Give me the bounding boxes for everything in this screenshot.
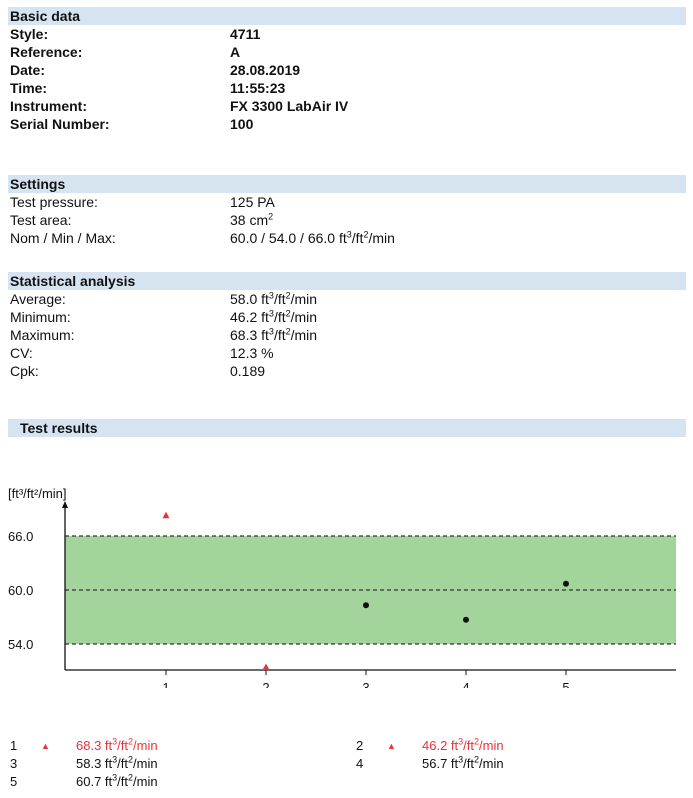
data-point-out-of-range xyxy=(162,511,170,519)
reference-value: A xyxy=(230,44,241,60)
x-tick-label: 5 xyxy=(562,680,569,688)
data-point-out-of-range xyxy=(262,663,270,670)
instrument-value: FX 3300 LabAir IV xyxy=(230,98,349,114)
legend-item: 1 ▲ 68.3 ft3/ft2/min xyxy=(10,737,310,755)
minimum-value: 46.2 ft3/ft2/min xyxy=(230,308,318,325)
cv-label: CV: xyxy=(10,345,33,361)
test-pressure-label: Test pressure: xyxy=(10,194,98,210)
minimum-label: Minimum: xyxy=(10,309,71,325)
cpk-value: 0.189 xyxy=(230,363,266,379)
serial-number-value: 100 xyxy=(230,116,254,132)
legend-number: 2 xyxy=(356,738,364,753)
average-value: 58.0 ft3/ft2/min xyxy=(230,290,318,307)
test-results-header: Test results xyxy=(8,419,686,437)
reference-row: Reference: A xyxy=(10,43,686,61)
legend-number: 5 xyxy=(10,774,18,789)
legend-number: 1 xyxy=(10,738,18,753)
test-area-value: 38 cm2 xyxy=(230,211,274,228)
average-label: Average: xyxy=(10,291,66,307)
date-row: Date: 28.08.2019 xyxy=(10,61,686,79)
legend-value: 60.7 ft3/ft2/min xyxy=(76,772,158,789)
legend-value: 56.7 ft3/ft2/min xyxy=(422,754,504,771)
y-tick-label: 54.0 xyxy=(8,637,33,652)
time-value: 11:55:23 xyxy=(230,80,286,96)
cv-value: 12.3 % xyxy=(230,345,274,361)
data-point xyxy=(563,580,569,587)
average-row: Average: 58.0 ft3/ft2/min xyxy=(10,290,686,308)
style-value: 4711 xyxy=(230,26,261,42)
legend-number: 4 xyxy=(356,756,364,771)
maximum-row: Maximum: 68.3 ft3/ft2/min xyxy=(10,326,686,344)
legend-value: 46.2 ft3/ft2/min xyxy=(422,736,504,753)
cv-row: CV: 12.3 % xyxy=(10,344,686,362)
x-tick-label: 3 xyxy=(362,680,369,688)
test-area-row: Test area: 38 cm2 xyxy=(10,211,686,229)
x-tick-label: 2 xyxy=(262,680,269,688)
date-label: Date: xyxy=(10,62,46,78)
legend-value: 68.3 ft3/ft2/min xyxy=(76,736,158,753)
test-results-chart: [ft³/ft²/min] 66.0 60.0 54.0 1 2 3 4 5 xyxy=(8,486,676,688)
legend-number: 3 xyxy=(10,756,18,771)
y-tick-label: 60.0 xyxy=(8,583,33,598)
date-value: 28.08.2019 xyxy=(230,62,301,78)
time-row: Time: 11:55:23 xyxy=(10,79,686,97)
statistical-analysis-header: Statistical analysis xyxy=(8,272,686,290)
test-pressure-value: 125 PA xyxy=(230,194,275,210)
legend-item: 2 ▲ 46.2 ft3/ft2/min xyxy=(356,737,656,755)
legend-item: 3 58.3 ft3/ft2/min xyxy=(10,755,310,773)
serial-number-row: Serial Number: 100 xyxy=(10,115,686,133)
style-label: Style: xyxy=(10,26,49,42)
nom-min-max-label: Nom / Min / Max: xyxy=(10,230,116,246)
y-axis-arrow xyxy=(62,501,68,508)
cpk-row: Cpk: 0.189 xyxy=(10,362,686,380)
legend-value: 58.3 ft3/ft2/min xyxy=(76,754,158,771)
test-pressure-row: Test pressure: 125 PA xyxy=(10,193,686,211)
nom-min-max-value: 60.0 / 54.0 / 66.0 ft3/ft2/min xyxy=(230,229,395,246)
settings-header: Settings xyxy=(8,175,686,193)
data-point xyxy=(363,602,369,609)
instrument-label: Instrument: xyxy=(10,98,87,114)
time-label: Time: xyxy=(10,80,48,96)
legend-item: 5 60.7 ft3/ft2/min xyxy=(10,773,310,791)
out-of-range-marker-icon: ▲ xyxy=(387,741,396,751)
y-tick-label: 66.0 xyxy=(8,529,33,544)
data-point xyxy=(463,616,469,623)
cpk-label: Cpk: xyxy=(10,363,39,379)
serial-number-label: Serial Number: xyxy=(10,116,110,132)
maximum-label: Maximum: xyxy=(10,327,75,343)
nom-min-max-row: Nom / Min / Max: 60.0 / 54.0 / 66.0 ft3/f… xyxy=(10,229,686,247)
out-of-range-marker-icon: ▲ xyxy=(41,741,50,751)
maximum-value: 68.3 ft3/ft2/min xyxy=(230,326,318,343)
reference-label: Reference: xyxy=(10,44,83,60)
minimum-row: Minimum: 46.2 ft3/ft2/min xyxy=(10,308,686,326)
y-axis-label: [ft³/ft²/min] xyxy=(8,486,67,501)
legend-item: 4 56.7 ft3/ft2/min xyxy=(356,755,656,773)
basic-data-header: Basic data xyxy=(8,7,686,25)
x-tick-label: 4 xyxy=(462,680,469,688)
test-area-label: Test area: xyxy=(10,212,72,228)
instrument-row: Instrument: FX 3300 LabAir IV xyxy=(10,97,686,115)
x-tick-label: 1 xyxy=(162,680,169,688)
style-row: Style: 4711 xyxy=(10,25,686,43)
